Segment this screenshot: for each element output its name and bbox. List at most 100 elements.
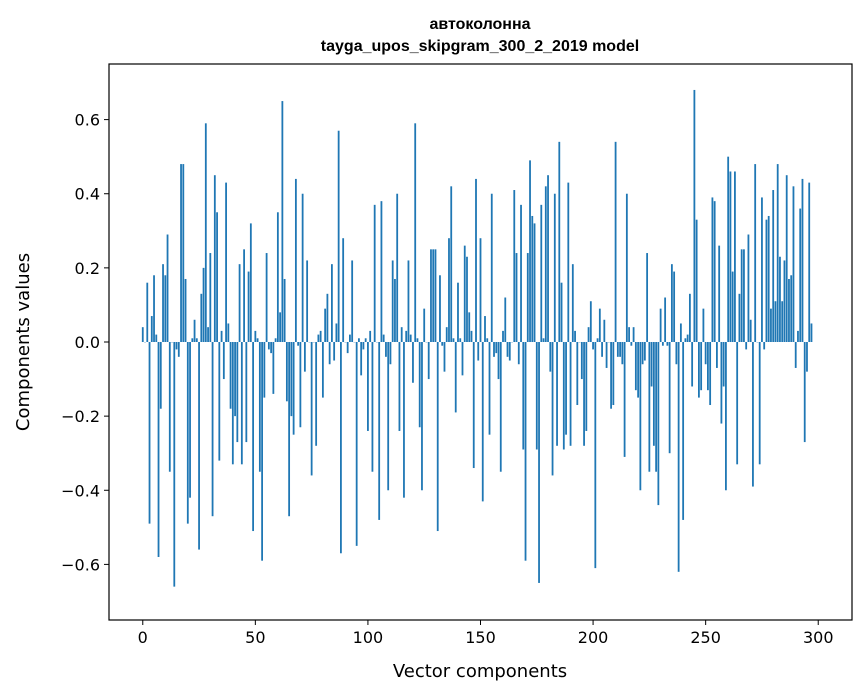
bar xyxy=(396,193,399,342)
bar xyxy=(709,342,712,406)
bar xyxy=(367,342,369,431)
bar xyxy=(526,253,529,342)
bar xyxy=(761,197,763,342)
bar xyxy=(394,278,396,342)
bar xyxy=(421,342,423,491)
bar xyxy=(385,342,387,357)
bar xyxy=(661,342,664,346)
bar xyxy=(173,342,176,587)
bar xyxy=(333,342,336,361)
bar xyxy=(231,342,234,465)
bar xyxy=(734,171,736,342)
x-tick-label: 50 xyxy=(245,628,265,647)
bar xyxy=(725,342,727,491)
bar xyxy=(612,342,615,406)
bar xyxy=(258,342,261,472)
bar xyxy=(553,193,556,342)
bar xyxy=(632,327,635,342)
bar xyxy=(177,342,180,357)
bar xyxy=(276,212,279,342)
bar xyxy=(240,342,243,465)
x-tick-label: 200 xyxy=(578,628,609,647)
bar xyxy=(677,342,680,572)
bar xyxy=(252,342,254,532)
bar xyxy=(691,342,694,387)
bar xyxy=(502,330,504,342)
bar xyxy=(362,342,365,350)
bar xyxy=(182,164,185,342)
y-tick-label: 0.0 xyxy=(75,333,100,352)
bar xyxy=(443,342,446,372)
bar xyxy=(743,249,745,342)
bar xyxy=(716,342,718,368)
bar xyxy=(245,342,248,443)
bar xyxy=(198,342,200,550)
bar xyxy=(504,297,507,342)
bar xyxy=(337,130,340,342)
bar xyxy=(389,342,392,365)
bar xyxy=(592,342,594,350)
bar xyxy=(310,342,313,476)
bar xyxy=(540,204,543,342)
bar xyxy=(340,342,342,554)
bar xyxy=(659,308,662,342)
bar xyxy=(209,253,212,342)
bar xyxy=(556,342,558,446)
bar xyxy=(238,264,241,342)
x-axis-label: Vector components xyxy=(393,661,567,682)
bar xyxy=(409,334,412,342)
bar xyxy=(679,323,682,342)
bar xyxy=(668,342,671,454)
bar xyxy=(634,342,637,391)
bar xyxy=(720,342,723,424)
bar xyxy=(450,186,453,342)
bar xyxy=(256,338,259,342)
bar xyxy=(405,330,408,342)
bar xyxy=(294,178,297,342)
bar xyxy=(430,249,432,342)
bar xyxy=(358,338,360,342)
bar xyxy=(207,327,209,342)
bar xyxy=(285,342,288,402)
bar xyxy=(797,330,799,342)
bar xyxy=(303,342,306,372)
bar xyxy=(580,342,583,380)
y-axis-label: Components values xyxy=(13,253,34,431)
bar xyxy=(263,342,266,398)
bar xyxy=(364,338,367,342)
bar xyxy=(288,342,291,517)
bar xyxy=(643,342,646,361)
bar xyxy=(249,223,252,342)
bar xyxy=(779,256,781,342)
bar xyxy=(477,342,480,361)
bar xyxy=(213,175,216,342)
bar xyxy=(434,249,437,342)
bar xyxy=(513,190,516,342)
bar xyxy=(515,253,518,342)
bar xyxy=(265,253,268,342)
bar xyxy=(587,327,590,342)
bar xyxy=(806,342,808,372)
bar xyxy=(517,342,520,365)
bar xyxy=(148,342,151,524)
bar xyxy=(686,334,689,342)
bar xyxy=(783,260,786,342)
bar xyxy=(414,123,417,342)
y-tick-label: −0.2 xyxy=(61,407,100,426)
bar xyxy=(459,338,462,342)
bar xyxy=(373,204,376,342)
bar xyxy=(522,342,525,450)
bars-group xyxy=(141,89,813,587)
bar xyxy=(189,342,191,498)
bar xyxy=(688,293,691,342)
bar xyxy=(785,175,788,342)
bar xyxy=(650,342,653,387)
bar xyxy=(619,342,621,357)
bar xyxy=(439,275,441,342)
y-axis: −0.6 −0.4 −0.2 0.0 0.2 0.4 0.6 xyxy=(61,111,109,574)
bar xyxy=(351,260,354,342)
y-tick-label: 0.2 xyxy=(75,259,100,278)
bar xyxy=(454,342,457,413)
bar xyxy=(164,275,167,342)
